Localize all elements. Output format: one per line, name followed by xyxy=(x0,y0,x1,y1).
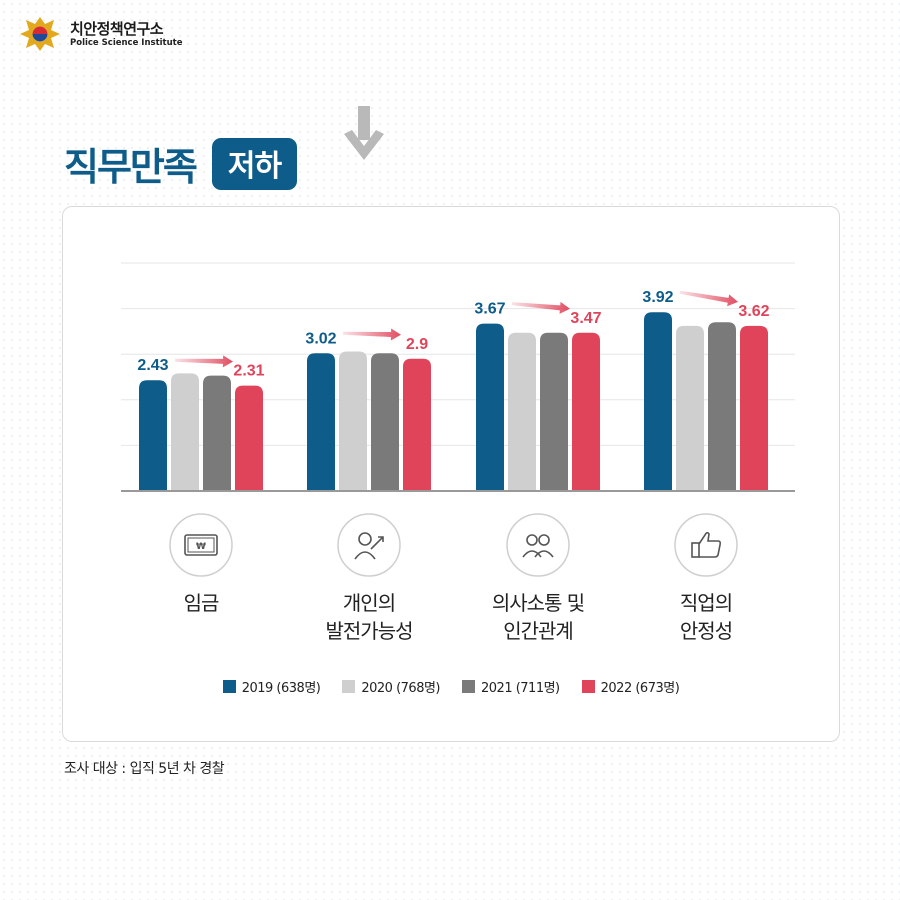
svg-text:₩: ₩ xyxy=(196,542,206,552)
arrow-down-icon xyxy=(344,106,384,160)
police-emblem-icon xyxy=(20,17,60,51)
legend-swatch xyxy=(222,680,236,693)
bar xyxy=(203,375,231,491)
bar xyxy=(139,380,167,491)
trend-arrow-icon xyxy=(511,301,570,314)
people-icon xyxy=(506,513,570,577)
legend-item: 2019 (638명) xyxy=(222,677,321,696)
bar-chart: 2.43 3.02 3.67 3.92 2.31 2.9 3.47 3.62 xyxy=(121,262,795,492)
legend-swatch xyxy=(462,680,475,693)
footnote: 조사 대상 : 입직 5년 차 경찰 xyxy=(64,761,225,777)
data-label: 2.31 xyxy=(233,363,264,380)
bar xyxy=(235,385,263,491)
thumbs-up-icon xyxy=(674,513,738,577)
data-label: 3.02 xyxy=(305,330,336,347)
category-label: 개인의 발전가능성 xyxy=(325,591,414,643)
trend-arrow-icon xyxy=(174,355,233,368)
data-label: 3.92 xyxy=(642,289,673,306)
bar xyxy=(740,325,768,491)
bar xyxy=(708,322,736,491)
legend-label: 2019 (638명) xyxy=(241,681,321,696)
bar xyxy=(572,332,600,491)
bar xyxy=(403,358,431,491)
title-row: 직무만족 저하 xyxy=(64,136,298,191)
legend-label: 2021 (711명) xyxy=(481,681,560,696)
trend-arrow-icon xyxy=(679,290,738,307)
legend-item: 2021 (711명) xyxy=(462,677,560,696)
status-badge: 저하 xyxy=(211,137,298,190)
legend-item: 2020 (768명) xyxy=(342,677,440,696)
category-label: 의사소통 및 인간관계 xyxy=(491,591,585,643)
legend-swatch xyxy=(342,680,356,693)
bar xyxy=(307,353,335,491)
category-label: 임금 xyxy=(183,591,220,615)
bar xyxy=(339,351,367,491)
bar xyxy=(476,323,504,491)
bar xyxy=(644,312,672,491)
bar xyxy=(540,332,568,491)
header: 치안정책연구소 Police Science Institute xyxy=(18,14,183,54)
data-label: 3.67 xyxy=(474,301,505,318)
data-label: 2.9 xyxy=(406,336,428,353)
data-label: 2.43 xyxy=(137,357,168,374)
bar xyxy=(676,325,704,491)
bar xyxy=(171,373,199,491)
data-label: 3.47 xyxy=(570,310,601,327)
legend: 2019 (638명) 2020 (768명) 2021 (711명) 2022 (6… xyxy=(63,677,839,696)
page-title: 직무만족 xyxy=(64,145,198,189)
category-label: 직업의 안정성 xyxy=(679,591,733,643)
growth-icon xyxy=(337,513,401,577)
legend-swatch xyxy=(581,680,595,693)
org-name-en: Police Science Institute xyxy=(70,37,183,48)
org-name-ko: 치안정책연구소 xyxy=(70,19,164,38)
bar xyxy=(371,353,399,491)
data-label: 3.62 xyxy=(738,303,769,320)
trend-arrow-icon xyxy=(342,328,401,341)
bar xyxy=(508,332,536,491)
chart-card: 2.43 3.02 3.67 3.92 2.31 2.9 3.47 3.62 ₩ 임금 개인의 발… xyxy=(62,206,840,742)
legend-item: 2022 (673명) xyxy=(581,677,680,696)
money-icon: ₩ xyxy=(169,513,233,577)
legend-label: 2020 (768명) xyxy=(361,681,440,696)
legend-label: 2022 (673명) xyxy=(600,681,680,696)
